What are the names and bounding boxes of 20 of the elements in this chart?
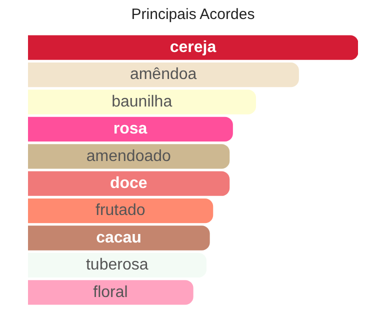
chart-title: Principais Acordes [131,6,255,24]
bar [28,116,233,142]
y-tick-label: frutado [95,202,146,220]
bar [28,280,194,305]
y-tick-label: amendoado [86,148,172,165]
bar [28,35,358,60]
bar [28,171,230,196]
bar [28,198,214,224]
y-tick-label: cereja [170,39,216,56]
y-tick-label: floral [93,284,128,301]
y-tick-label: tuberosa [86,256,148,274]
y-tick-label: amêndoa [130,66,197,84]
y-tick-label: cacau [96,229,142,246]
bar [28,62,299,88]
y-tick-label: rosa [113,120,148,138]
y-tick-label: doce [110,175,148,192]
bar [28,226,210,250]
bar [28,144,230,169]
bar [28,90,256,114]
y-tick-label: baunilha [112,93,172,110]
